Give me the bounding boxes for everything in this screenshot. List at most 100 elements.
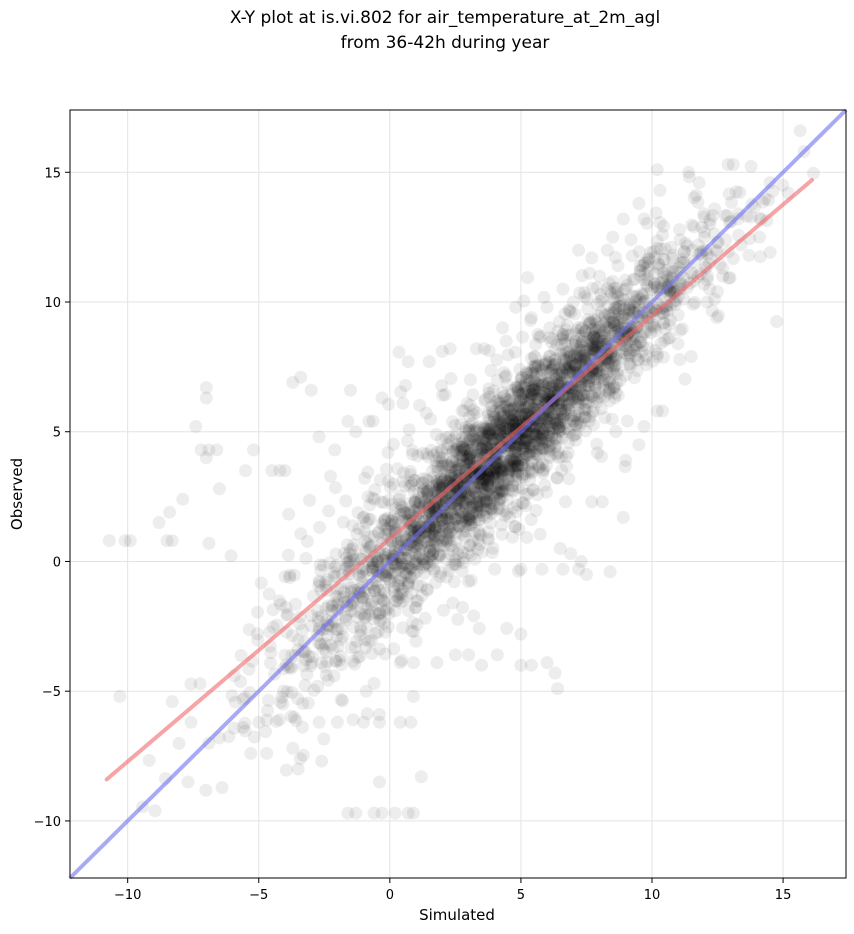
scatter-point	[406, 806, 420, 820]
scatter-point	[519, 365, 533, 379]
scatter-point	[327, 669, 341, 683]
scatter-point	[542, 355, 556, 369]
scatter-point	[562, 357, 576, 371]
scatter-point	[606, 315, 620, 329]
scatter-point	[496, 477, 510, 491]
scatter-point	[317, 732, 331, 746]
scatter-point	[427, 533, 441, 547]
scatter-point	[606, 230, 620, 244]
scatter-point	[601, 359, 615, 373]
scatter-point	[444, 471, 458, 485]
scatter-point	[595, 329, 609, 343]
scatter-point	[535, 378, 549, 392]
scatter-point	[296, 623, 309, 637]
scatter-point	[384, 518, 398, 531]
scatter-point	[417, 558, 431, 572]
scatter-point	[381, 446, 395, 459]
scatter-point	[320, 628, 334, 642]
scatter-point	[280, 685, 294, 699]
scatter-point	[440, 442, 454, 456]
scatter-point	[330, 715, 344, 729]
scatter-point	[494, 410, 508, 424]
scatter-point	[381, 620, 395, 634]
scatter-point	[421, 540, 435, 554]
scatter-point	[455, 506, 469, 520]
scatter-point	[554, 337, 568, 351]
scatter-point	[587, 321, 601, 335]
scatter-point	[577, 393, 591, 406]
scatter-point	[291, 762, 305, 776]
scatter-point	[368, 584, 381, 598]
scatter-point	[532, 442, 546, 456]
scatter-point	[360, 601, 374, 615]
scatter-point	[606, 306, 620, 320]
scatter-point	[520, 530, 534, 544]
scatter-point	[608, 318, 622, 332]
scatter-point	[708, 202, 722, 216]
scatter-point	[420, 485, 434, 499]
scatter-point	[630, 289, 644, 303]
scatter-point	[421, 485, 435, 499]
scatter-point	[570, 388, 584, 402]
scatter-point	[533, 371, 547, 384]
scatter-point	[313, 637, 327, 651]
scatter-point	[312, 636, 326, 650]
scatter-point	[376, 583, 390, 597]
scatter-point	[610, 281, 624, 295]
scatter-point	[315, 656, 329, 670]
scatter-point	[552, 422, 566, 436]
scatter-point	[431, 548, 445, 562]
scatter-point	[551, 682, 565, 696]
scatter-point	[591, 345, 605, 359]
scatter-point	[556, 348, 570, 362]
scatter-point	[638, 273, 652, 287]
scatter-point	[396, 474, 409, 488]
scatter-point	[590, 332, 604, 346]
scatter-point	[607, 380, 621, 394]
scatter-point	[396, 584, 410, 598]
scatter-point	[594, 402, 608, 416]
scatter-point	[510, 381, 524, 395]
scatter-point	[506, 453, 520, 467]
scatter-point	[482, 413, 496, 427]
scatter-point	[381, 511, 395, 525]
scatter-point	[674, 256, 688, 270]
scatter-point	[408, 496, 422, 510]
scatter-point	[532, 416, 546, 430]
scatter-point	[244, 746, 258, 760]
scatter-point	[541, 377, 555, 391]
scatter-point	[530, 359, 544, 373]
scatter-point	[424, 527, 438, 541]
scatter-point	[628, 301, 642, 315]
scatter-point	[575, 322, 589, 336]
scatter-point	[317, 642, 331, 656]
scatter-point	[347, 620, 361, 634]
scatter-point	[703, 217, 717, 231]
scatter-point	[524, 658, 538, 672]
scatter-point	[685, 218, 699, 232]
scatter-point	[383, 480, 397, 494]
scatter-point	[521, 388, 535, 402]
scatter-point	[624, 233, 638, 247]
scatter-point	[562, 304, 576, 318]
scatter-point	[441, 531, 455, 545]
scatter-point	[434, 455, 447, 469]
scatter-point	[572, 321, 585, 334]
scatter-point	[656, 404, 669, 418]
scatter-point	[616, 309, 629, 323]
scatter-point	[425, 539, 439, 553]
scatter-point	[609, 386, 623, 400]
scatter-point	[582, 379, 596, 392]
scatter-point	[469, 506, 483, 520]
scatter-point	[540, 656, 554, 670]
scatter-point	[606, 364, 620, 378]
scatter-point	[602, 356, 616, 370]
scatter-point	[586, 281, 600, 295]
scatter-point	[505, 451, 519, 465]
scatter-point	[710, 243, 724, 257]
scatter-point	[534, 362, 548, 376]
scatter-point	[636, 259, 650, 272]
scatter-point	[545, 428, 559, 442]
scatter-point	[361, 465, 375, 479]
scatter-point	[409, 601, 423, 614]
